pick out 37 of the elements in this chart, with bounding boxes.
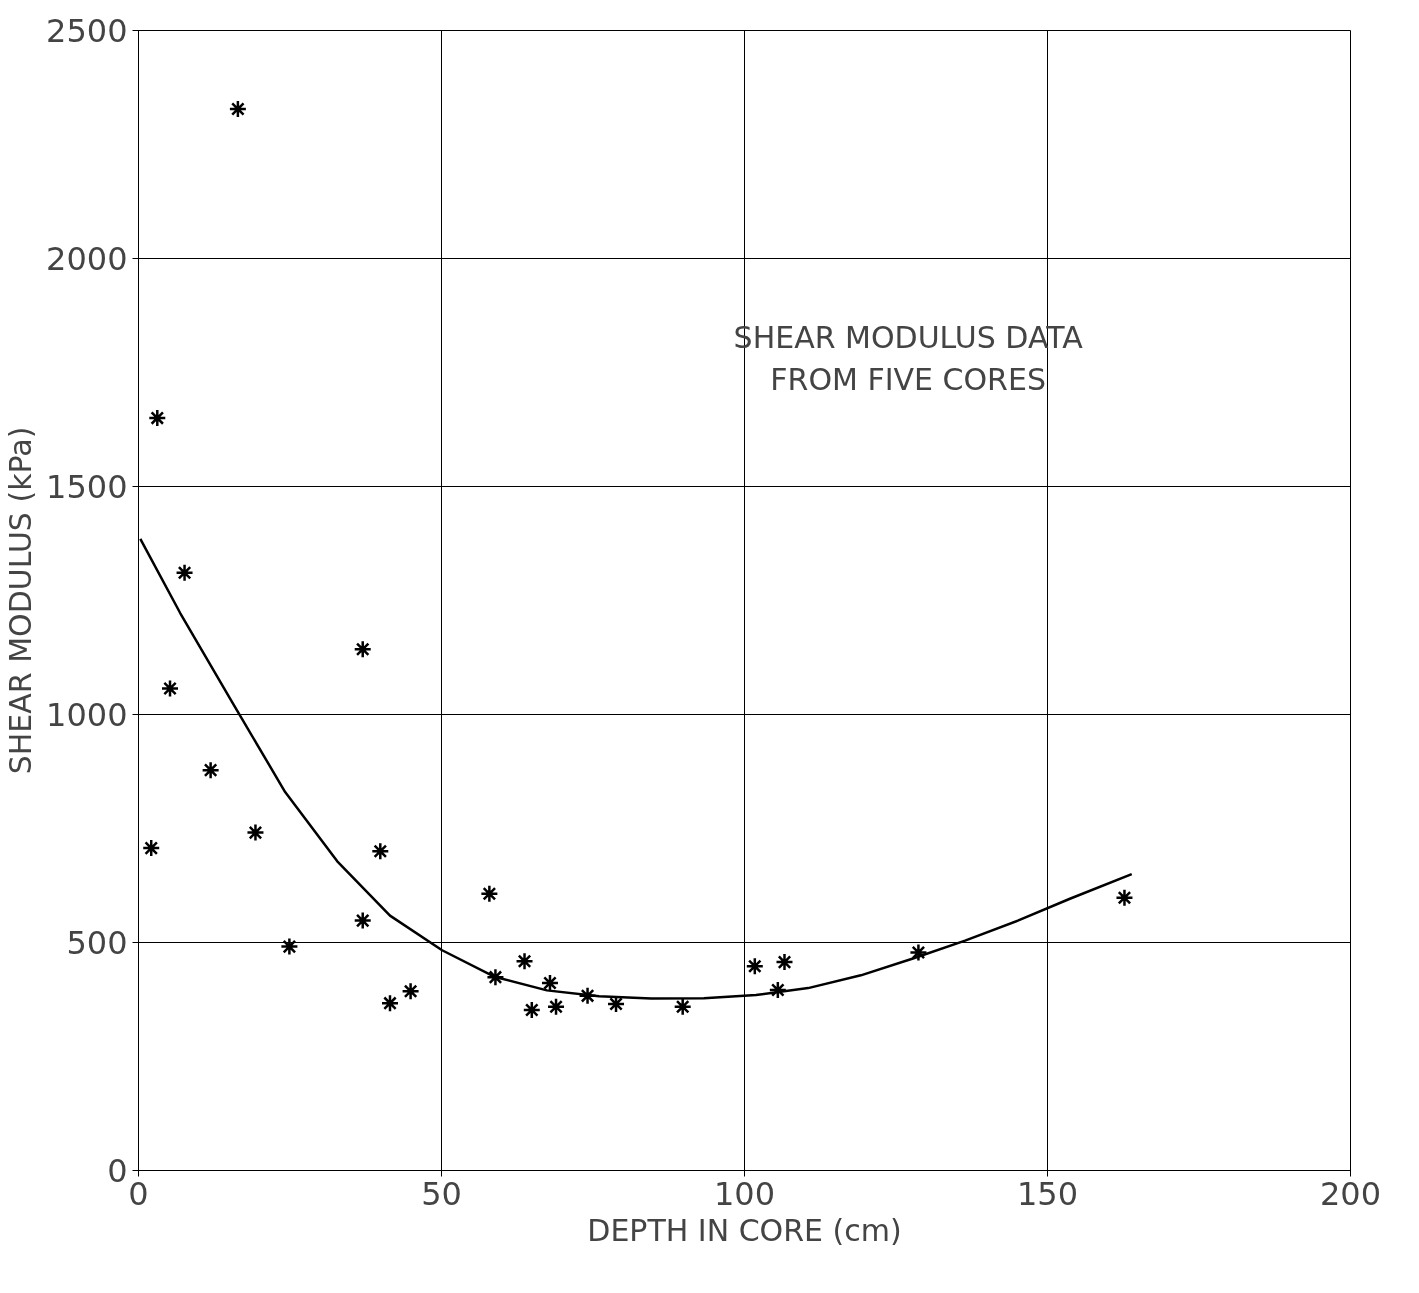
point xyxy=(480,884,499,903)
x-tick-label: 100 xyxy=(713,1174,776,1213)
point xyxy=(353,640,372,659)
y-tick-label: 1000 xyxy=(46,696,128,734)
x-axis-title: DEPTH IN CORE (cm) xyxy=(587,1212,902,1248)
point xyxy=(909,943,928,962)
point xyxy=(486,967,505,987)
point xyxy=(768,980,788,1000)
point xyxy=(673,997,692,1017)
y-tick-label: 1500 xyxy=(46,468,128,506)
point xyxy=(745,956,765,976)
point xyxy=(522,1000,542,1020)
point xyxy=(160,679,180,698)
point xyxy=(401,982,420,1001)
point xyxy=(775,952,794,972)
point xyxy=(201,760,220,780)
y-tick-label: 2500 xyxy=(46,12,128,50)
point xyxy=(1115,888,1134,908)
point xyxy=(280,937,299,956)
point xyxy=(175,563,194,582)
y-tick-label: 500 xyxy=(66,924,128,962)
y-axis-title: SHEAR MODULUS (kPa) xyxy=(3,426,39,775)
point xyxy=(141,838,161,858)
x-tick-label: 150 xyxy=(1016,1174,1079,1213)
point xyxy=(578,986,597,1006)
y-tick-label: 2000 xyxy=(46,240,128,278)
x-tick-label: 50 xyxy=(421,1174,462,1213)
point xyxy=(371,842,390,861)
point xyxy=(546,997,566,1017)
point xyxy=(148,408,167,428)
point xyxy=(353,911,372,930)
x-tick-label: 200 xyxy=(1319,1174,1382,1213)
point xyxy=(246,823,265,842)
point xyxy=(540,973,560,993)
point xyxy=(228,99,248,119)
point xyxy=(380,993,400,1013)
point xyxy=(515,951,534,971)
